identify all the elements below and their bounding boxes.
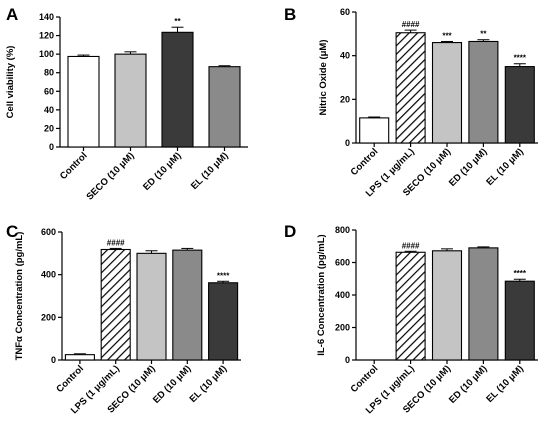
x-category-label: ED (10 μM) <box>447 146 490 189</box>
bar-3 <box>172 249 203 361</box>
y-tick-label: 80 <box>44 68 54 78</box>
x-category-label: ED (10 μM) <box>447 363 490 406</box>
significance-label: **** <box>514 54 527 63</box>
bar-3 <box>468 247 499 361</box>
y-axis-title: Nitric Oxide (μM) <box>318 39 329 115</box>
bar-1 <box>114 53 147 148</box>
bar-1 <box>395 251 426 361</box>
x-category-label: EL (10 μM) <box>484 146 526 188</box>
x-category-label: Control <box>349 146 381 178</box>
significance-label: ** <box>480 30 487 39</box>
y-tick-label: 400 <box>335 290 350 300</box>
y-tick-label: 600 <box>41 227 56 237</box>
x-category-label: EL (10 μM) <box>188 363 230 405</box>
y-tick-label: 40 <box>340 51 350 61</box>
y-tick-label: 200 <box>335 323 350 333</box>
chart-panel-c: C 0 200 400 600 TNFα Concentration (pg/mL) Con… <box>6 222 241 416</box>
bar-2 <box>136 252 167 361</box>
significance-label: *** <box>442 31 452 40</box>
significance-label: #### <box>107 238 125 247</box>
y-tick-label: 20 <box>44 123 54 133</box>
bar-4 <box>504 280 535 361</box>
y-tick-label: 100 <box>39 49 54 59</box>
bar-2 <box>431 250 463 361</box>
significance-label: #### <box>402 20 420 29</box>
bar-3 <box>468 40 499 144</box>
y-tick-label: 400 <box>41 270 56 280</box>
bar-2 <box>431 42 463 144</box>
bar-0 <box>67 55 100 148</box>
y-tick-label: 800 <box>335 225 350 235</box>
significance-label: ** <box>174 17 181 26</box>
y-tick-label: 0 <box>345 355 350 365</box>
panel-letter-a: A <box>6 5 18 24</box>
y-tick-label: 60 <box>340 7 350 17</box>
panel-letter-d: D <box>284 222 296 241</box>
bar-1 <box>395 32 426 144</box>
y-tick-label: 140 <box>39 12 54 22</box>
y-tick-label: 200 <box>41 312 56 322</box>
chart-panel-d: D 0 200 400 600 800 IL-6 Concentration (pg/mL)… <box>284 222 538 416</box>
y-axis-title: TNFα Concentration (pg/mL) <box>14 232 25 361</box>
x-category-label: ED (10 μM) <box>141 150 184 193</box>
bar-3 <box>208 66 241 148</box>
significance-label: **** <box>217 271 230 280</box>
significance-label: **** <box>514 269 527 278</box>
bar-0 <box>359 117 390 144</box>
panel-letter-b: B <box>284 5 296 24</box>
y-tick-label: 120 <box>39 31 54 41</box>
y-tick-label: 0 <box>49 142 54 152</box>
bar-4 <box>208 282 239 361</box>
panel-letter-c: C <box>6 222 18 241</box>
significance-label: #### <box>402 241 420 250</box>
y-tick-label: 60 <box>44 86 54 96</box>
y-tick-label: 0 <box>51 355 56 365</box>
y-tick-label: 600 <box>335 258 350 268</box>
bar-2 <box>161 31 194 148</box>
bar-4 <box>504 66 535 144</box>
y-tick-label: 0 <box>345 138 350 148</box>
x-category-label: EL (10 μM) <box>189 150 231 192</box>
y-tick-label: 20 <box>340 94 350 104</box>
bar-0 <box>64 354 95 361</box>
y-axis-title: Cell viability (%) <box>5 46 16 119</box>
x-category-label: Control <box>54 363 86 395</box>
x-category-label: EL (10 μM) <box>484 363 526 405</box>
chart-panel-a: A 0 20 40 60 80 100 120 140 Cell viability (%) Con… <box>5 5 248 203</box>
bar-1 <box>100 248 131 361</box>
x-category-label: ED (10 μM) <box>151 363 194 406</box>
y-axis-title: IL-6 Concentration (pg/mL) <box>316 234 327 355</box>
x-category-label: Control <box>58 150 90 182</box>
x-category-label: SECO (10 μM) <box>84 150 136 202</box>
x-category-label: Control <box>349 363 381 395</box>
y-tick-label: 40 <box>44 105 54 115</box>
